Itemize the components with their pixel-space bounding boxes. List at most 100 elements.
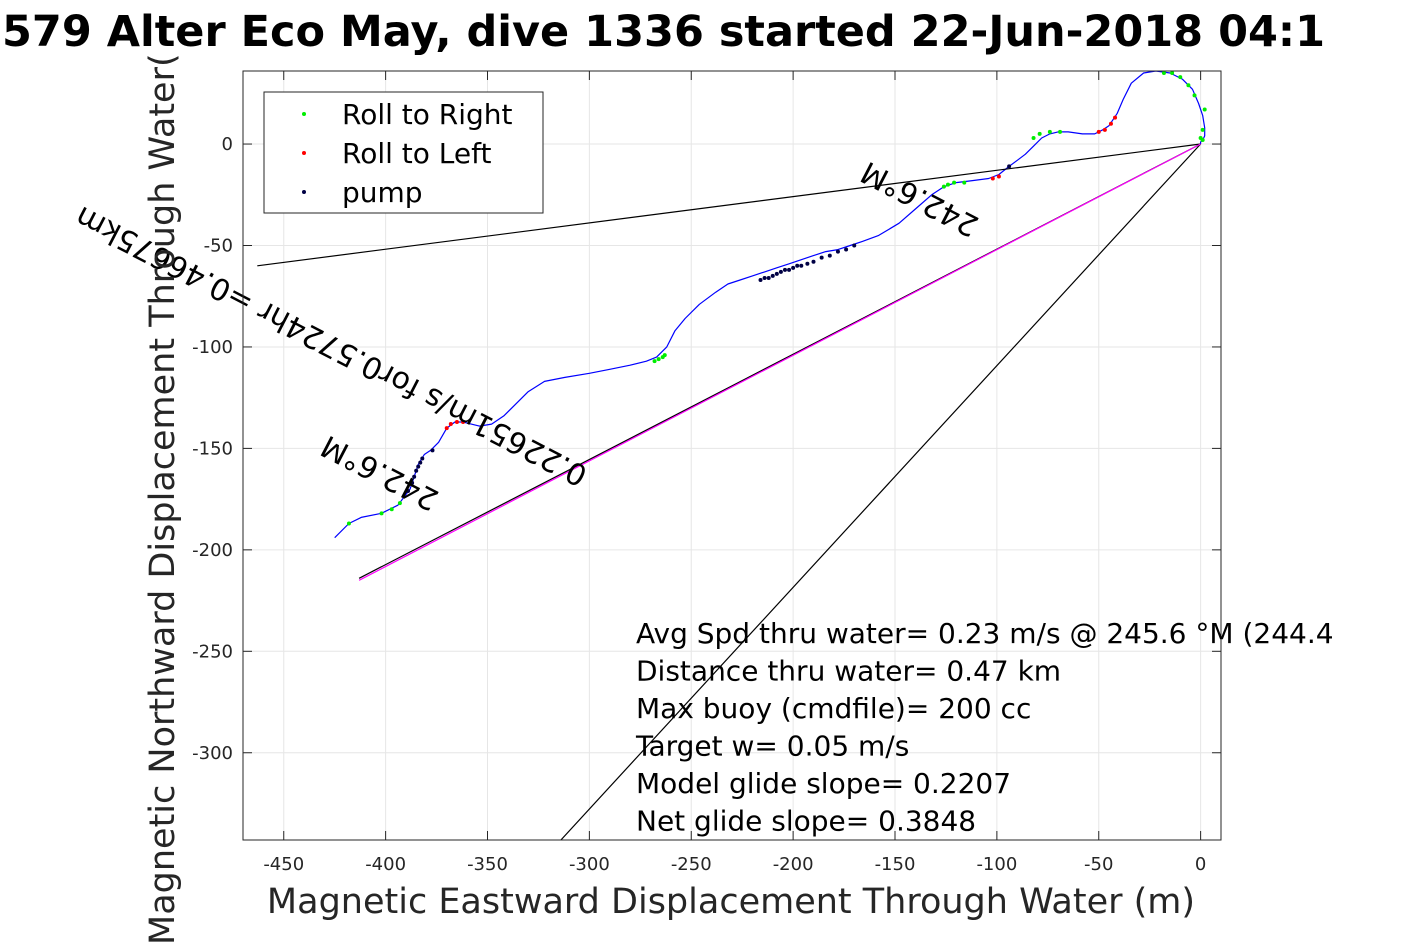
x-tick-label: -250	[671, 854, 712, 875]
x-tick-label: -100	[976, 854, 1017, 875]
roll-right-marker	[662, 353, 667, 358]
legend-marker	[302, 190, 306, 194]
roll-right-marker	[945, 182, 950, 187]
roll-right-marker	[1170, 71, 1175, 76]
pump-marker	[795, 263, 800, 268]
roll-right-marker	[346, 521, 351, 526]
roll-right-marker	[652, 359, 657, 364]
x-axis-label: Magnetic Eastward Displacement Through W…	[267, 882, 1195, 922]
note-line: Max buoy (cmdfile)= 200 cc	[636, 692, 1031, 725]
pump-marker	[758, 277, 763, 282]
x-tick-label: -50	[1084, 854, 1113, 875]
pump-marker	[827, 253, 832, 258]
roll-right-marker	[656, 357, 661, 362]
course-annotation: 242.6°M	[316, 428, 445, 517]
pump-marker	[811, 259, 816, 264]
note-line: Distance thru water= 0.47 km	[636, 655, 1061, 688]
roll-right-marker	[1200, 127, 1205, 132]
roll-left-marker	[1113, 115, 1118, 120]
roll-right-marker	[397, 501, 402, 506]
roll-left-marker	[454, 420, 459, 425]
y-tick-label: -100	[192, 337, 233, 358]
roll-left-marker	[1096, 129, 1101, 134]
pump-marker	[805, 261, 810, 266]
pump-marker	[1007, 164, 1012, 169]
roll-left-marker	[444, 426, 449, 431]
pump-marker	[782, 267, 787, 272]
note-line: Target w= 0.05 m/s	[635, 730, 909, 763]
roll-right-marker	[1192, 93, 1197, 98]
roll-left-marker	[1102, 127, 1107, 132]
note-line: Net glide slope= 0.3848	[636, 805, 976, 838]
course-annotation: 242.6°M	[856, 154, 985, 243]
pump-marker	[416, 464, 421, 469]
gridlines	[243, 71, 1221, 840]
roll-left-marker	[461, 420, 466, 425]
x-tick-label: -200	[773, 854, 814, 875]
roll-right-marker	[379, 511, 384, 516]
pump-marker	[770, 273, 775, 278]
pump-marker	[412, 474, 417, 479]
y-ticks: -300 -250 -200 -150 -100 -50 0	[192, 134, 1221, 764]
reference-line	[560, 143, 1202, 840]
roll-right-marker	[1058, 129, 1063, 134]
x-tick-label: 0	[1195, 854, 1206, 875]
roll-right-marker	[389, 507, 394, 512]
pump-marker	[778, 269, 783, 274]
roll-left-marker	[1108, 121, 1113, 126]
y-tick-label: -250	[192, 641, 233, 662]
marker-layer	[346, 71, 1207, 526]
reference-line	[358, 143, 1201, 581]
y-tick-label: -300	[192, 743, 233, 764]
legend-marker	[302, 151, 306, 155]
plot-area-frame	[242, 70, 1222, 841]
y-tick-label: -50	[204, 235, 233, 256]
roll-right-marker	[1178, 75, 1183, 80]
chart-title: 579 Alter Eco May, dive 1336 started 22-…	[2, 7, 1325, 57]
pump-marker	[835, 249, 840, 254]
legend-label: Roll to Left	[342, 137, 491, 170]
pump-marker	[791, 265, 796, 270]
roll-right-marker	[1186, 83, 1191, 88]
legend-box	[263, 91, 544, 214]
pump-marker	[430, 448, 435, 453]
pump-marker	[774, 271, 779, 276]
x-tick-label: -300	[569, 854, 610, 875]
roll-right-marker	[1202, 107, 1207, 112]
x-tick-label: -450	[263, 854, 304, 875]
roll-left-marker	[996, 174, 1001, 179]
pump-marker	[762, 275, 767, 280]
track-line	[334, 71, 1206, 539]
roll-right-marker	[941, 184, 946, 189]
x-tick-label: -400	[365, 854, 406, 875]
roll-right-marker	[1031, 135, 1036, 140]
y-tick-label: -150	[192, 438, 233, 459]
x-ticks: -450 -400 -350 -300 -250 -200 -150 -100 -50 0	[263, 71, 1206, 875]
legend: Roll to Right Roll to Left pump	[263, 91, 544, 214]
roll-left-marker	[990, 176, 995, 181]
pump-marker	[414, 468, 419, 473]
x-tick-label: -150	[875, 854, 916, 875]
roll-right-marker	[1161, 71, 1166, 76]
legend-label: Roll to Right	[342, 98, 513, 131]
roll-left-marker	[448, 422, 453, 427]
roll-right-marker	[1047, 129, 1052, 134]
reference-line	[257, 143, 1201, 267]
legend-marker	[302, 112, 306, 116]
pump-marker	[406, 489, 411, 494]
notes-block: Avg Spd thru water= 0.23 m/s @ 245.6 °M …	[635, 617, 1334, 838]
pump-marker	[844, 247, 849, 252]
y-axis-label: Magnetic Northward Displacement Through …	[143, 53, 183, 945]
pump-marker	[852, 243, 857, 248]
y-tick-label: -200	[192, 540, 233, 561]
pump-marker	[819, 255, 824, 260]
roll-right-marker	[952, 180, 957, 185]
legend-label: pump	[342, 176, 423, 209]
pump-marker	[420, 456, 425, 461]
pump-marker	[766, 275, 771, 280]
pump-marker	[410, 480, 415, 485]
pump-marker	[799, 263, 804, 268]
roll-right-marker	[1200, 137, 1205, 142]
series-layer	[257, 71, 1206, 840]
